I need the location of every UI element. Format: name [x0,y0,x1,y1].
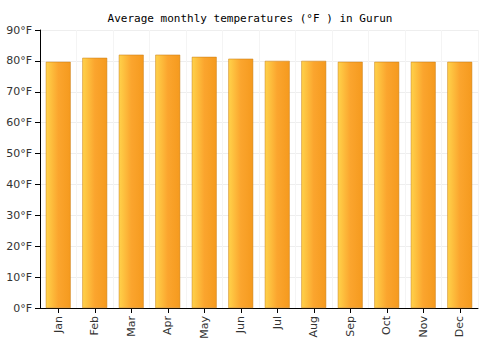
svg-text:Aug: Aug [307,316,320,337]
svg-text:30°F: 30°F [6,209,32,222]
svg-text:Nov: Nov [417,316,430,338]
svg-text:50°F: 50°F [6,147,32,160]
svg-text:0°F: 0°F [13,302,32,315]
svg-text:Jun: Jun [234,316,247,334]
svg-text:Sep: Sep [344,316,357,337]
svg-text:70°F: 70°F [6,85,32,98]
svg-text:Mar: Mar [125,316,138,337]
svg-text:May: May [198,316,211,339]
svg-text:Oct: Oct [380,315,393,335]
svg-text:40°F: 40°F [6,178,32,191]
svg-text:80°F: 80°F [6,54,32,67]
svg-text:10°F: 10°F [6,271,32,284]
svg-text:60°F: 60°F [6,116,32,129]
svg-text:Average monthly temperatures (: Average monthly temperatures (°F ) in Gu… [108,12,393,25]
svg-text:Apr: Apr [161,316,174,336]
svg-text:Dec: Dec [453,316,466,337]
svg-text:90°F: 90°F [6,24,32,37]
svg-text:Jan: Jan [52,316,65,334]
svg-text:20°F: 20°F [6,240,32,253]
svg-text:Feb: Feb [88,316,101,335]
svg-text:Jul: Jul [271,316,284,330]
